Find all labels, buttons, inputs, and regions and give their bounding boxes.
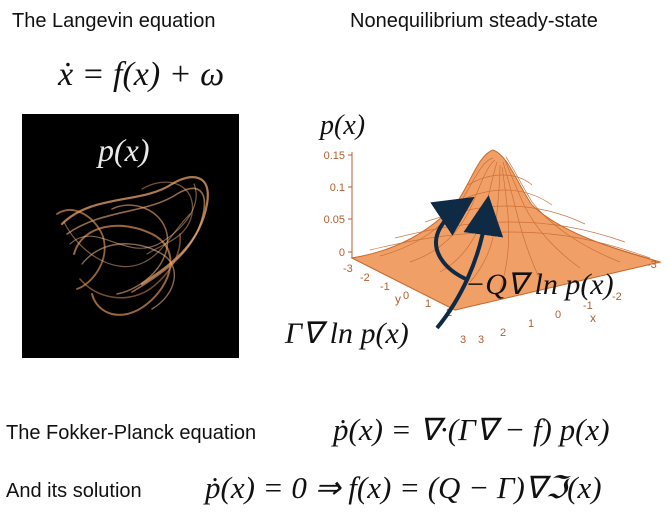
- x-tick-label: -1: [583, 300, 593, 312]
- y-tick-label: 0: [403, 290, 409, 302]
- z-tick-label: 0.05: [324, 214, 345, 226]
- z-tick-label: 0: [339, 247, 345, 259]
- x-tick-label: 2: [500, 327, 506, 339]
- x-tick-label: 3: [478, 334, 484, 346]
- z-tick-label: 0.15: [324, 150, 345, 162]
- density-label-surface: p(x): [320, 110, 366, 141]
- langevin-equation: ẋ = f(x) + ω: [58, 56, 225, 93]
- fokker-planck-label: The Fokker-Planck equation: [6, 422, 257, 444]
- solution-equation: ṗ(x) = 0 ⇒ f(x) = (Q − Γ)∇ℑ(x): [205, 470, 602, 505]
- y-tick-label: 1: [425, 298, 431, 310]
- y-tick-label: -1: [380, 281, 390, 293]
- gradient-flow-label: Γ∇ ln p(x): [285, 317, 409, 350]
- gaussian-peak-surface: [350, 149, 661, 311]
- y-tick-label: -2: [360, 272, 370, 284]
- density-label-black-panel: p(x): [98, 132, 150, 168]
- y-tick-label: -3: [343, 263, 353, 275]
- x-tick-label: -3: [647, 259, 657, 271]
- steady-state-title: Nonequilibrium steady-state: [350, 10, 598, 32]
- z-tick-label: 0.1: [330, 182, 345, 194]
- trajectory-wisps: [56, 176, 209, 316]
- x-tick-label: -2: [612, 291, 622, 303]
- y-axis-label: y: [395, 292, 401, 306]
- rotational-flow-arrow: [430, 196, 475, 282]
- rotational-flow-label: −Q∇ ln p(x): [465, 268, 614, 301]
- solution-label: And its solution: [6, 480, 142, 502]
- langevin-title: The Langevin equation: [12, 10, 216, 32]
- fokker-planck-equation: ṗ(x) = ∇·(Γ∇ − f) p(x): [333, 412, 610, 447]
- x-axis-label: x: [590, 311, 596, 325]
- x-tick-label: 1: [528, 318, 534, 330]
- x-tick-label: 0: [555, 309, 561, 321]
- trajectory-density-panel: [22, 114, 239, 358]
- y-tick-label: 3: [460, 334, 466, 346]
- gradient-flow-arrow: [435, 195, 504, 330]
